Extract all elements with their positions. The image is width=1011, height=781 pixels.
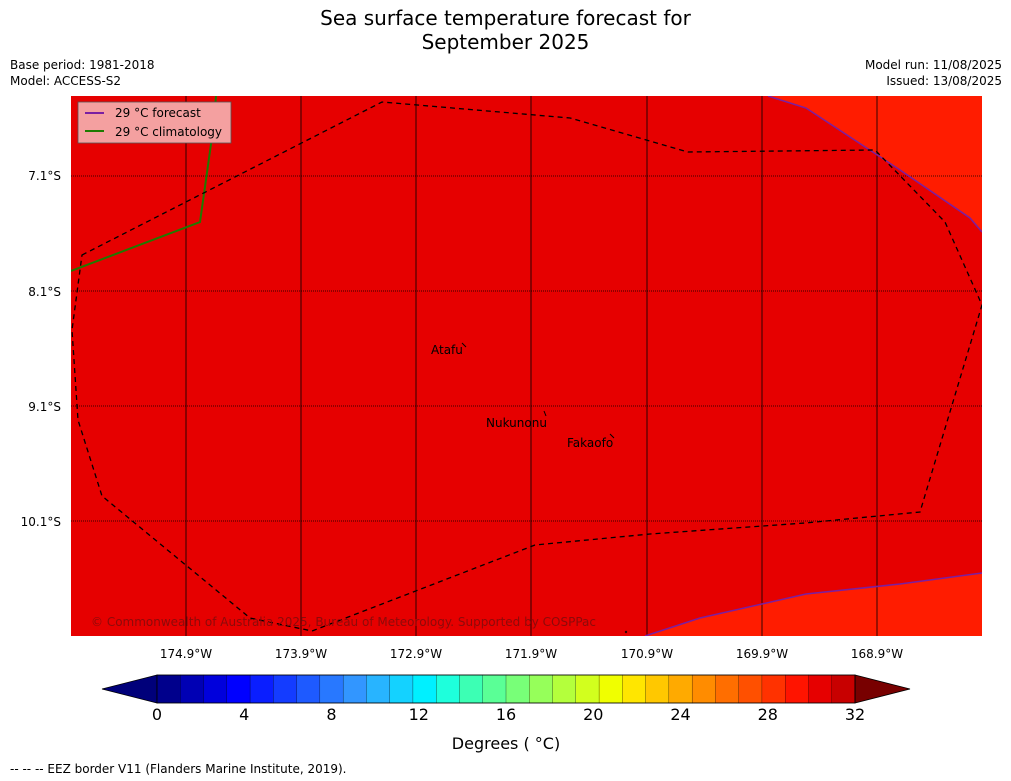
colorbar-min-arrow — [101, 674, 158, 704]
place-label-atafu: Atafu — [431, 343, 463, 357]
colorbar-frame — [156, 674, 856, 704]
colorbar-tick-label: 20 — [583, 705, 603, 724]
island-dot — [624, 630, 628, 634]
colorbar-cell — [389, 674, 414, 704]
place-label-fakaofo: Fakaofo — [567, 436, 613, 450]
colorbar-cell — [226, 674, 251, 704]
colorbar-cell — [505, 674, 530, 704]
colorbar-cell — [808, 674, 833, 704]
colorbar-tick-label: 32 — [845, 705, 865, 724]
lon-label-170-9w: 170.9°W — [621, 647, 673, 661]
base-period: Base period: 1981-2018 — [10, 58, 155, 72]
model-name: Model: ACCESS-S2 — [10, 74, 122, 88]
legend-box — [77, 101, 232, 144]
legend-forecast-label: 29 °C forecast — [115, 106, 201, 120]
colorbar-cell — [668, 674, 693, 704]
map-area[interactable]: Atafu Nukunonu Fakaofo © Commonwealth of… — [71, 96, 982, 636]
colorbar-cell — [529, 674, 554, 704]
colorbar: 0 4 8 12 16 20 24 28 32 — [101, 674, 911, 724]
chart-title-line1: Sea surface temperature forecast for — [320, 6, 691, 30]
lat-label-9-1s: 9.1°S — [28, 400, 61, 414]
chart-title-line2: September 2025 — [421, 30, 590, 54]
longitude-labels: 174.9°W 173.9°W 172.9°W 171.9°W 170.9°W … — [160, 647, 903, 661]
colorbar-cell — [180, 674, 205, 704]
colorbar-tick-label: 24 — [670, 705, 690, 724]
colorbar-cell — [552, 674, 577, 704]
colorbar-cell — [436, 674, 461, 704]
legend-climatology-label: 29 °C climatology — [115, 125, 222, 139]
colorbar-cell — [482, 674, 507, 704]
colorbar-cell — [715, 674, 740, 704]
colorbar-tick-label: 4 — [239, 705, 249, 724]
latitude-labels: 7.1°S 8.1°S 9.1°S 10.1°S — [21, 169, 61, 529]
colorbar-cell — [296, 674, 321, 704]
colorbar-cell — [156, 674, 181, 704]
lat-label-7-1s: 7.1°S — [28, 169, 61, 183]
lat-label-10-1s: 10.1°S — [21, 515, 61, 529]
nukunonu-island-marker — [543, 410, 547, 417]
copyright-watermark: © Commonwealth of Australia 2025, Bureau… — [91, 615, 596, 629]
lon-label-174-9w: 174.9°W — [160, 647, 212, 661]
map-legend: 29 °C forecast 29 °C climatology — [77, 101, 232, 144]
warm-region-lower — [645, 573, 982, 636]
warm-region-upper — [768, 96, 982, 232]
colorbar-tick-label: 28 — [758, 705, 778, 724]
colorbar-cell — [203, 674, 228, 704]
lon-label-171-9w: 171.9°W — [505, 647, 557, 661]
colorbar-cell — [831, 674, 856, 704]
colorbar-cell — [249, 674, 274, 704]
colorbar-tick-label: 8 — [326, 705, 336, 724]
colorbar-label: Degrees ( °C) — [452, 734, 560, 753]
eez-footnote: -- -- -- EEZ border V11 (Flanders Marine… — [10, 762, 347, 776]
colorbar-cell — [761, 674, 786, 704]
lon-label-168-9w: 168.9°W — [851, 647, 903, 661]
issued-date: Issued: 13/08/2025 — [886, 74, 1002, 88]
colorbar-cell — [342, 674, 367, 704]
forecast-contour-lower — [644, 572, 982, 636]
colorbar-cell — [691, 674, 716, 704]
lon-label-169-9w: 169.9°W — [736, 647, 788, 661]
forecast-contour-upper — [767, 96, 982, 233]
place-label-nukunonu: Nukunonu — [486, 416, 547, 430]
colorbar-cell — [622, 674, 647, 704]
colorbar-cell — [598, 674, 623, 704]
colorbar-cell — [412, 674, 437, 704]
colorbar-max-arrow — [854, 674, 911, 704]
colorbar-cell — [645, 674, 670, 704]
colorbar-cell — [459, 674, 484, 704]
fakaofo-island-marker — [609, 433, 615, 439]
lon-label-172-9w: 172.9°W — [390, 647, 442, 661]
lon-label-173-9w: 173.9°W — [275, 647, 327, 661]
colorbar-tick-label: 0 — [152, 705, 162, 724]
eez-border — [71, 101, 982, 632]
colorbar-cell — [575, 674, 600, 704]
colorbar-cell — [785, 674, 810, 704]
colorbar-cell — [738, 674, 763, 704]
sea-surface-area — [71, 96, 982, 636]
colorbar-tick-label: 12 — [409, 705, 429, 724]
atafu-island-marker — [461, 342, 467, 348]
colorbar-tick-label: 16 — [496, 705, 516, 724]
lat-label-8-1s: 8.1°S — [28, 285, 61, 299]
model-run: Model run: 11/08/2025 — [864, 58, 1002, 72]
colorbar-cell — [273, 674, 298, 704]
colorbar-cell — [319, 674, 344, 704]
colorbar-cell — [366, 674, 391, 704]
